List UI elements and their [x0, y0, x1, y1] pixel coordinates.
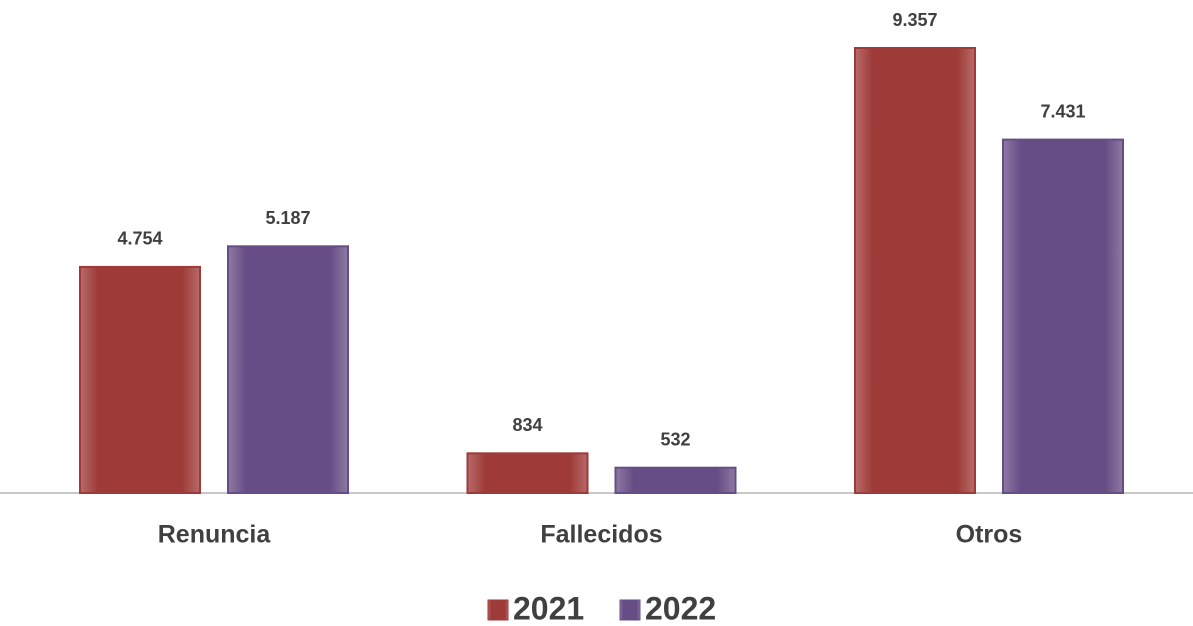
data-label: 5.187 [265, 208, 310, 228]
legend-swatch [619, 599, 641, 621]
data-label: 9.357 [892, 10, 937, 30]
bar [227, 245, 349, 494]
bar [466, 452, 589, 494]
legend-label: 2021 [513, 590, 584, 626]
bar [614, 466, 737, 495]
legend-label: 2022 [645, 590, 716, 626]
data-label: 7.431 [1040, 101, 1085, 121]
x-tick-label: Renuncia [158, 521, 272, 549]
data-label: 532 [660, 429, 690, 449]
data-label: 4.754 [117, 229, 162, 249]
bar [79, 265, 201, 494]
x-tick-label: Otros [956, 521, 1023, 549]
x-tick-label: Fallecidos [540, 521, 662, 549]
data-label: 834 [512, 415, 542, 435]
bar [854, 47, 976, 494]
legend-swatch [487, 599, 509, 621]
bar [1002, 138, 1124, 494]
